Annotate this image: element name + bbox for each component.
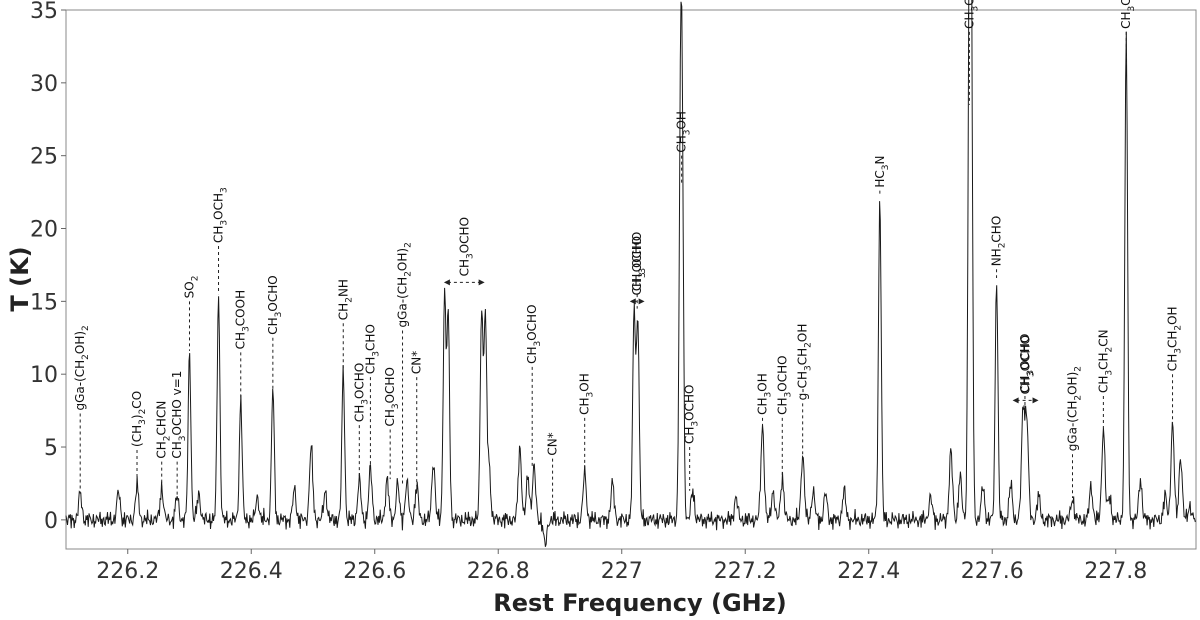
line-label: CH3OCHO v=1 xyxy=(170,371,188,459)
bracket-arrow-right xyxy=(638,298,645,305)
line-label: CH2NH xyxy=(336,279,354,320)
line-label: CH3OCH3 xyxy=(212,187,230,243)
line-label: CH3OCHO xyxy=(1018,334,1036,393)
bracket-arrow-right xyxy=(1032,397,1039,404)
x-tick-label: 227.6 xyxy=(961,559,1024,584)
x-tick-label: 227.2 xyxy=(714,559,777,584)
y-axis-ticks: 0 5 10 15 20 25 30 35 xyxy=(30,0,66,534)
x-tick-label: 226.6 xyxy=(343,559,406,584)
plot-area xyxy=(65,9,1197,550)
line-label: CH3OH xyxy=(756,373,774,415)
line-label: CH3OCHO xyxy=(266,275,284,334)
y-tick-label: 0 xyxy=(44,509,58,534)
line-label: CH3OCHO xyxy=(630,236,648,295)
line-label: CH3OCHO xyxy=(383,367,401,426)
line-label: CH3OCHO xyxy=(1019,335,1037,394)
x-axis-ticks: 226.2 226.4 226.6 226.8 227 227.2 227.4 227.6 22… xyxy=(96,549,1147,584)
line-label: CH3OCHO xyxy=(352,363,370,422)
spectrum-series xyxy=(65,0,1196,547)
x-tick-label: 226.4 xyxy=(220,559,283,584)
line-label: SO2 xyxy=(182,276,200,299)
x-tick-label: 226.8 xyxy=(467,559,530,584)
line-label: CH3OH xyxy=(675,111,693,153)
spectrum-line xyxy=(65,0,1196,547)
line-label: NH2CHO xyxy=(990,216,1008,267)
line-label: CH3OH xyxy=(578,373,596,415)
y-tick-label: 30 xyxy=(30,72,58,97)
line-label: CH3OCHO xyxy=(683,385,701,444)
y-tick-label: 10 xyxy=(30,363,58,388)
line-label: (CH3)2CO xyxy=(130,391,148,447)
line-label: CH3CH2OH xyxy=(1166,306,1184,371)
line-label: CH3OCHO xyxy=(775,355,793,414)
line-label: CH2CHCN xyxy=(155,401,173,459)
line-label: CH3OCHO xyxy=(630,232,648,291)
x-tick-label: 227.8 xyxy=(1084,559,1147,584)
line-label: CH3CHO xyxy=(363,324,381,374)
bracket-arrow-left xyxy=(1012,397,1019,404)
y-tick-label: 5 xyxy=(44,436,58,461)
y-tick-label: 20 xyxy=(30,218,58,243)
line-label: CN* xyxy=(546,432,560,455)
y-axis-title: T (K) xyxy=(6,246,34,311)
bracket-arrow-left xyxy=(443,279,450,286)
y-tick-label: 25 xyxy=(30,145,58,170)
line-label: CH3COOH xyxy=(234,290,252,349)
line-label: gGa-(CH2OH)2 xyxy=(396,242,414,327)
line-label: CH3OCHO xyxy=(457,217,475,276)
x-axis-title: Rest Frequency (GHz) xyxy=(493,589,786,617)
line-label: g-CH3CH2OH xyxy=(796,324,814,401)
y-tick-label: 35 xyxy=(30,0,58,24)
line-label: HC3N xyxy=(873,156,891,188)
line-label: gGa-(CH2OH)2 xyxy=(1066,366,1084,451)
line-label: gGa-(CH2OH)2 xyxy=(73,325,91,410)
x-tick-label: 226.2 xyxy=(96,559,159,584)
bracket-arrow-right xyxy=(478,279,485,286)
bracket-arrow-left xyxy=(629,298,636,305)
line-label: CN* xyxy=(410,351,424,374)
x-tick-label: 227 xyxy=(601,559,643,584)
x-tick-label: 227.4 xyxy=(837,559,900,584)
line-label: CH3CH2CN xyxy=(1096,329,1114,393)
line-label: CH3OH xyxy=(1119,0,1137,29)
y-tick-label: 15 xyxy=(30,290,58,315)
line-label: CH3OCHO xyxy=(962,0,980,29)
line-label: CH3OCHO xyxy=(525,304,543,363)
